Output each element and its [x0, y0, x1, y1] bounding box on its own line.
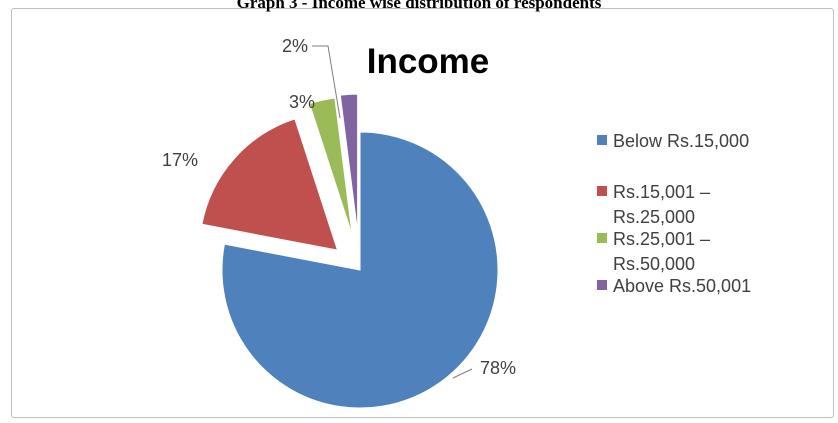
legend-swatch-1 [597, 135, 607, 145]
leader-line-1 [452, 368, 473, 379]
legend-label-3: Rs.25,001 – Rs.50,000 [613, 229, 710, 274]
legend-swatch-2 [597, 186, 607, 196]
pie-slice-3 [308, 97, 353, 236]
data-label-4: 2% [282, 36, 308, 56]
legend-label-4: Above Rs.50,001 [613, 276, 751, 296]
legend: Below Rs.15,000 Rs.15,001 – Rs.25,000Rs.25… [597, 131, 751, 296]
legend-label-1: Below Rs.15,000 [613, 131, 749, 151]
legend-swatch-3 [597, 233, 607, 243]
pie-slices [201, 93, 499, 409]
leader-lines [312, 45, 473, 379]
pie-slice-1 [221, 131, 499, 409]
legend-swatch-4 [597, 280, 607, 290]
data-label-3: 3% [289, 92, 315, 112]
data-label-2: 17% [162, 150, 198, 170]
data-labels: 78% 17% 3% 2% [162, 36, 516, 378]
pie-slice-2 [201, 118, 339, 251]
pie-slice-4 [339, 93, 359, 233]
figure-caption: Graph 3 - Income wise distribution of re… [236, 0, 602, 12]
data-label-1: 78% [480, 358, 516, 378]
legend-label-2: Rs.15,001 – Rs.25,000 [613, 182, 710, 227]
leader-line-4 [312, 45, 341, 119]
chart-title: Income [367, 42, 490, 81]
